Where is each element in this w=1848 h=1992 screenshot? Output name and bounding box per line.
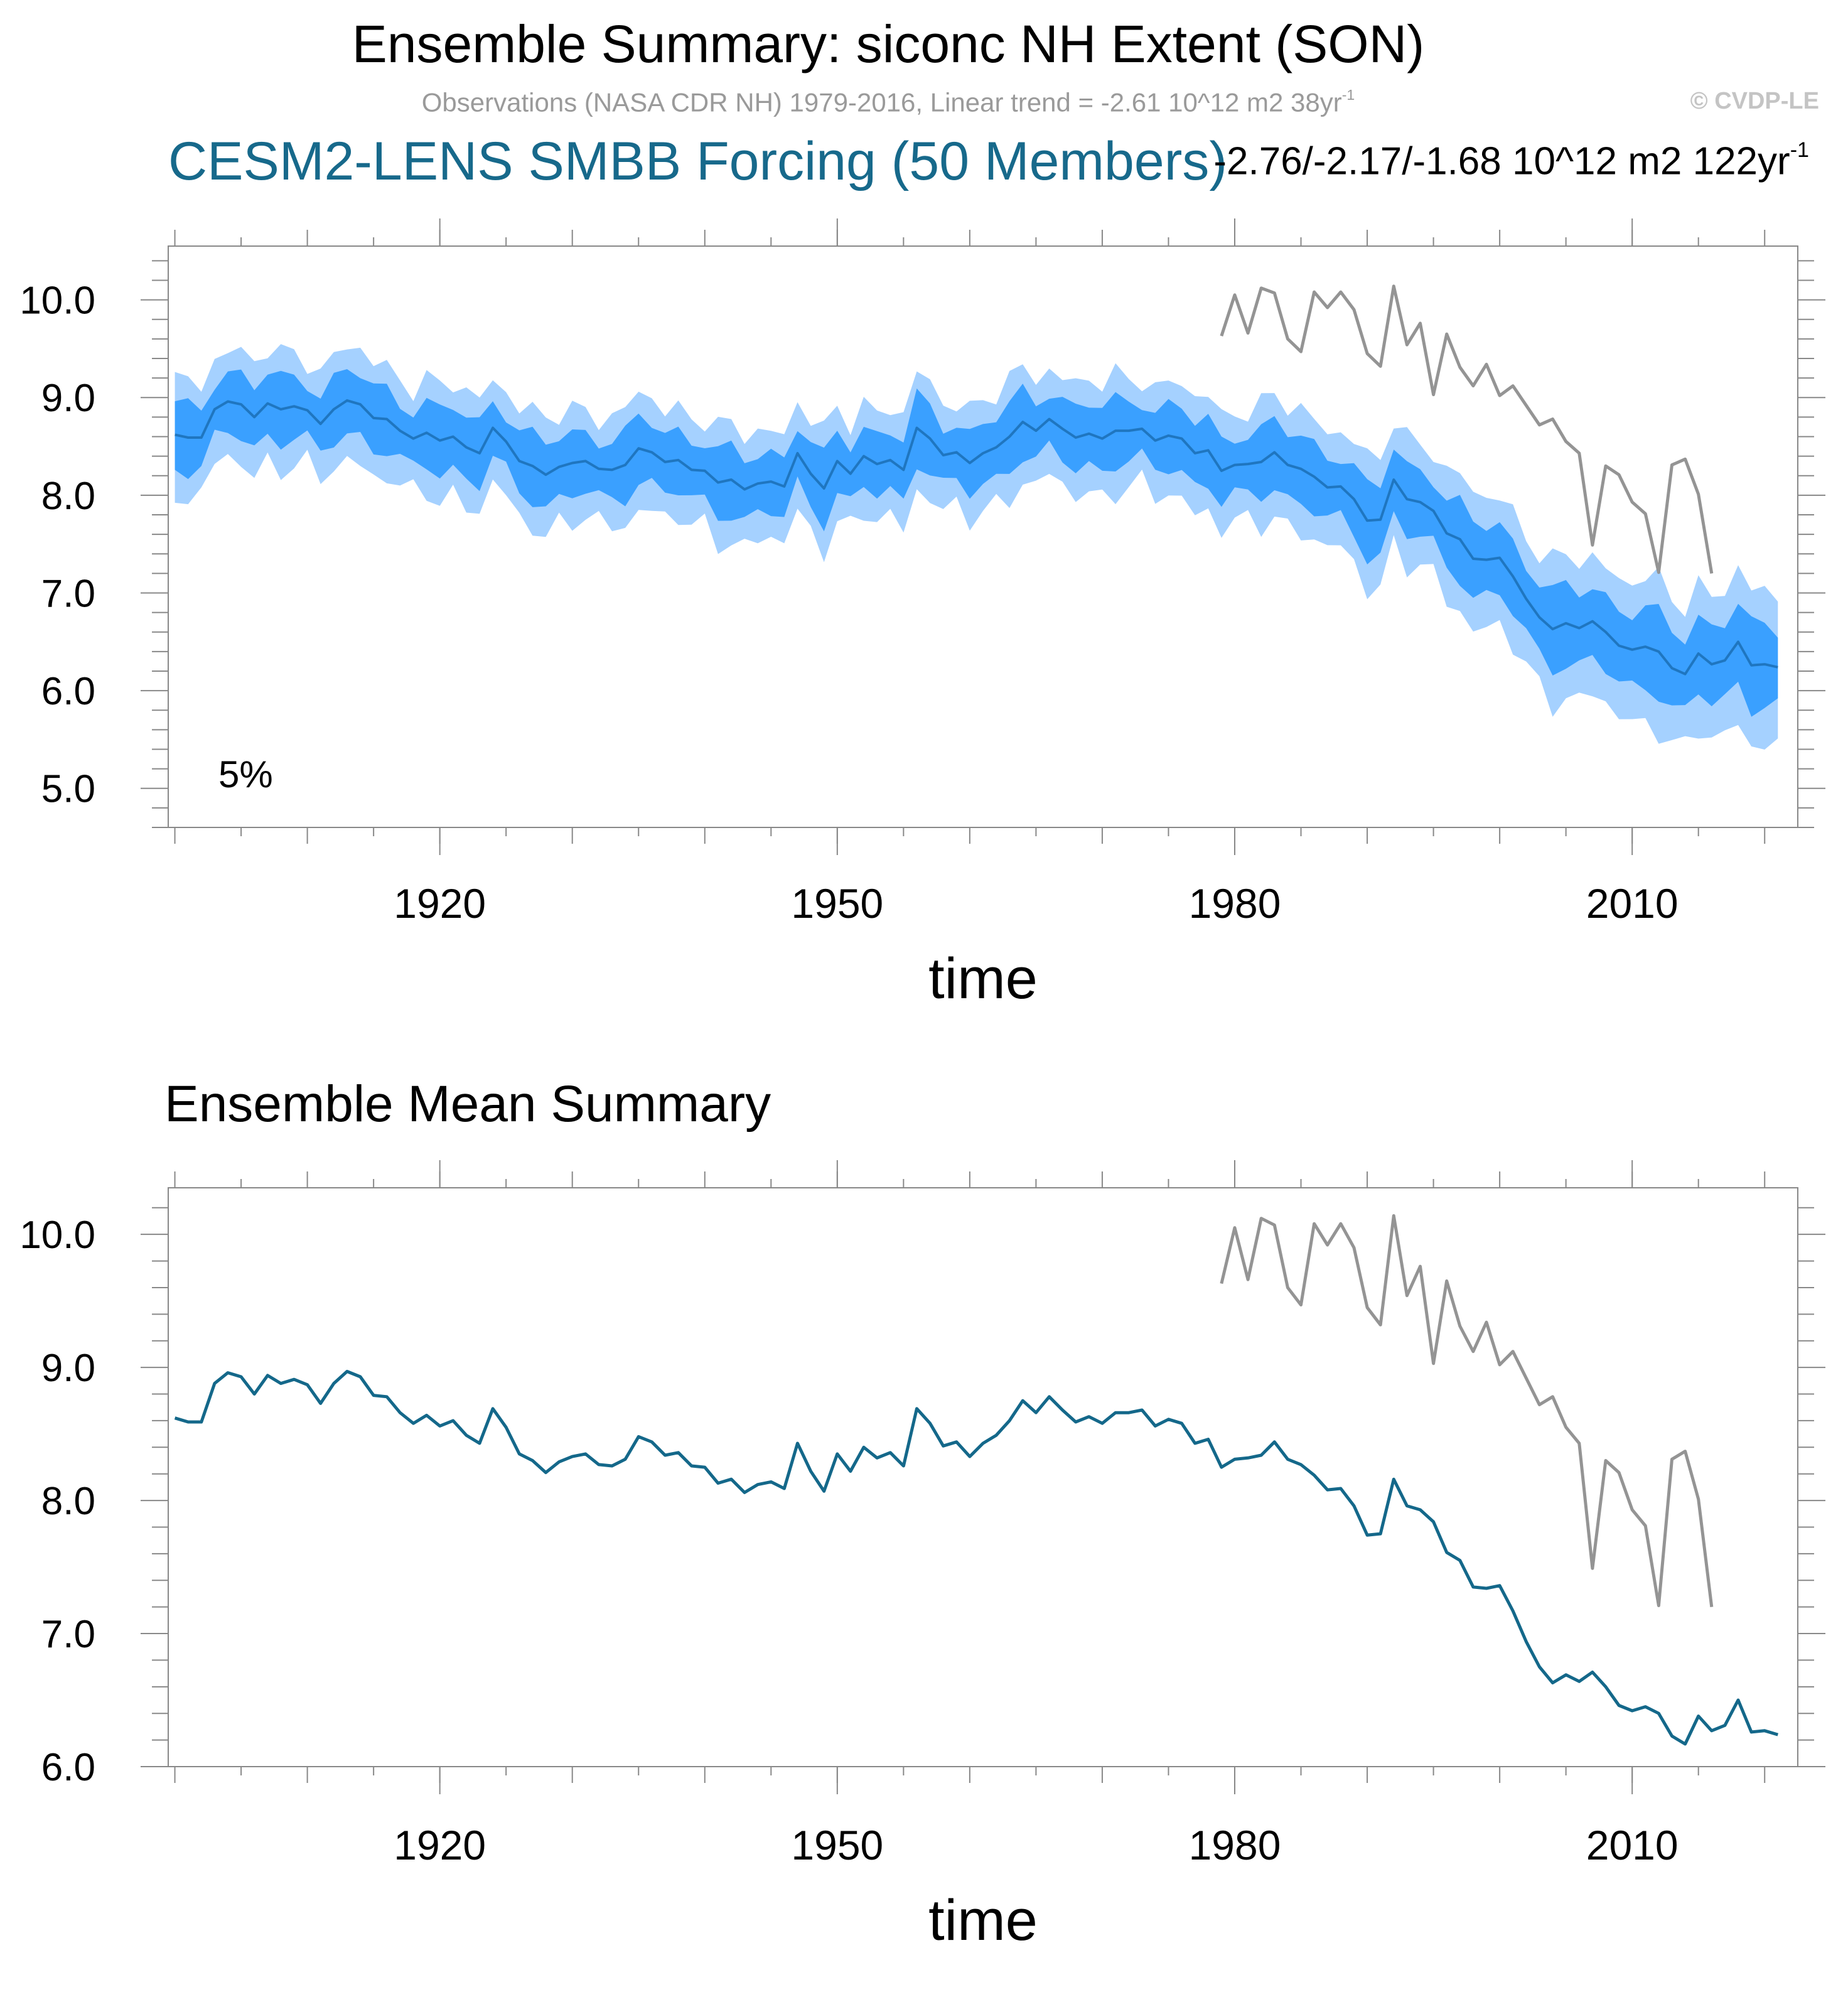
x-tick-label: 1950 bbox=[791, 880, 883, 927]
copyright-label: © CVDP-LE bbox=[1690, 88, 1819, 114]
percentile-annotation: 5% bbox=[218, 753, 273, 795]
ensemble-summary-panel: time 5% 1920 1950 1980 2010 5.0 6.0 7.0 8.0 9.0 1… bbox=[19, 218, 1825, 1011]
ensemble-mean-line bbox=[174, 1370, 1779, 1746]
y-tick-label: 10.0 bbox=[19, 1214, 95, 1257]
observations-subtitle-text: Observations (NASA CDR NH) 1979-2016, Li… bbox=[421, 87, 1342, 117]
outer-spread-band bbox=[175, 344, 1778, 750]
trend-range-text: -2.76/-2.17/-1.68 10^12 m2 122yr bbox=[1213, 139, 1790, 183]
y-tick-label: 10.0 bbox=[19, 279, 95, 323]
x-tick-label: 2010 bbox=[1586, 1822, 1679, 1868]
observations-line bbox=[1220, 1214, 1714, 1608]
observations-line bbox=[1220, 284, 1714, 574]
inner-spread-band bbox=[175, 369, 1778, 717]
x-tick-label: 1920 bbox=[394, 1822, 486, 1868]
ensemble-mean-panel: time 1920 1950 1980 2010 6.0 7.0 8.0 9.0 10.0 bbox=[19, 1160, 1825, 1952]
y-tick-label: 6.0 bbox=[41, 670, 95, 713]
y-tick-label: 5.0 bbox=[41, 768, 95, 811]
observations-subtitle-exponent: -1 bbox=[1341, 87, 1355, 103]
plot-frame bbox=[168, 245, 1798, 828]
trend-range-label: -2.76/-2.17/-1.68 10^12 m2 122yr-1 bbox=[1213, 139, 1809, 181]
x-tick-label: 1920 bbox=[394, 880, 486, 927]
y-tick-label: 8.0 bbox=[41, 1480, 95, 1523]
x-tick-label: 2010 bbox=[1586, 880, 1679, 927]
y-tick-label: 8.0 bbox=[41, 475, 95, 518]
y-tick-label: 9.0 bbox=[41, 1347, 95, 1390]
x-tick-label: 1980 bbox=[1189, 880, 1281, 927]
x-tick-label: 1980 bbox=[1189, 1822, 1281, 1868]
y-tick-label: 9.0 bbox=[41, 377, 95, 420]
model-title: CESM2-LENS SMBB Forcing (50 Members) bbox=[168, 131, 1227, 191]
ensemble-mean-line bbox=[175, 399, 1778, 676]
observations-subtitle: Observations (NASA CDR NH) 1979-2016, Li… bbox=[0, 87, 1776, 117]
y-tick-label: 6.0 bbox=[41, 1746, 95, 1789]
plot-frame bbox=[168, 1187, 1798, 1767]
x-axis-label: time bbox=[928, 1888, 1038, 1952]
y-tick-label: 7.0 bbox=[41, 572, 95, 615]
y-tick-label: 7.0 bbox=[41, 1613, 95, 1656]
trend-range-exponent: -1 bbox=[1790, 138, 1809, 162]
x-tick-label: 1950 bbox=[791, 1822, 883, 1868]
mean-panel-title: Ensemble Mean Summary bbox=[164, 1075, 771, 1133]
x-axis-label: time bbox=[928, 947, 1038, 1011]
figure-title: Ensemble Summary: siconc NH Extent (SON) bbox=[352, 14, 1425, 73]
